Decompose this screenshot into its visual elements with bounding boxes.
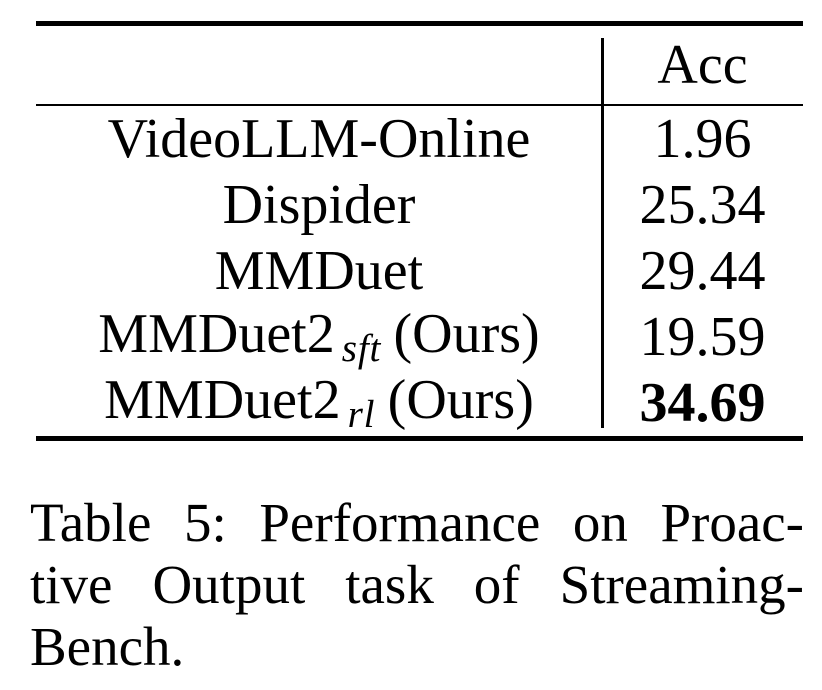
table-row-mmduet2-sft: MMDuet2 sft (Ours) 19.59 xyxy=(36,304,803,370)
table-row-dispider: Dispider 25.34 xyxy=(36,172,803,238)
table-row-mmduet2-rl: MMDuet2 rl (Ours) 34.69 xyxy=(36,370,803,436)
caption-line: Bench. xyxy=(30,616,185,677)
table-row-mmduet: MMDuet 29.44 xyxy=(36,238,803,304)
results-table: Acc VideoLLM-Online 1.96 Dispider 25.34 … xyxy=(36,21,803,441)
caption-line: tive Output task of Streaming- xyxy=(30,554,804,615)
acc-value: 29.44 xyxy=(639,240,766,302)
model-name-text: MMDuet2 xyxy=(104,368,341,431)
acc-value: 1.96 xyxy=(653,108,752,170)
header-acc-cell: Acc xyxy=(657,34,748,96)
table-row-videollm-online: VideoLLM-Online 1.96 xyxy=(36,106,803,172)
model-suffix: (Ours) xyxy=(393,302,540,365)
model-suffix: (Ours) xyxy=(387,368,534,431)
table-caption: Table 5: Performance on Proac- tive Outp… xyxy=(30,492,804,678)
table-header-rule xyxy=(36,104,803,106)
table-body: Acc VideoLLM-Online 1.96 Dispider 25.34 … xyxy=(36,26,803,436)
model-name: Dispider xyxy=(222,174,416,236)
model-name: MMDuet xyxy=(214,240,424,302)
acc-value: 25.34 xyxy=(639,174,766,236)
table-header-row: Acc xyxy=(36,26,803,104)
model-name: MMDuet2 rl (Ours) xyxy=(36,372,602,435)
model-name: MMDuet2 sft (Ours) xyxy=(36,306,602,369)
table-bottom-rule xyxy=(36,436,803,441)
acc-value: 19.59 xyxy=(639,306,766,368)
caption-line: Table 5: Performance on Proac- xyxy=(30,492,804,553)
model-subscript: sft xyxy=(341,327,382,371)
acc-value-best: 34.69 xyxy=(639,372,766,434)
model-subscript: rl xyxy=(347,393,376,437)
table-top-rule xyxy=(36,21,803,26)
column-divider-rule xyxy=(601,38,604,428)
model-name-text: MMDuet2 xyxy=(98,302,335,365)
model-name: VideoLLM-Online xyxy=(107,108,531,170)
